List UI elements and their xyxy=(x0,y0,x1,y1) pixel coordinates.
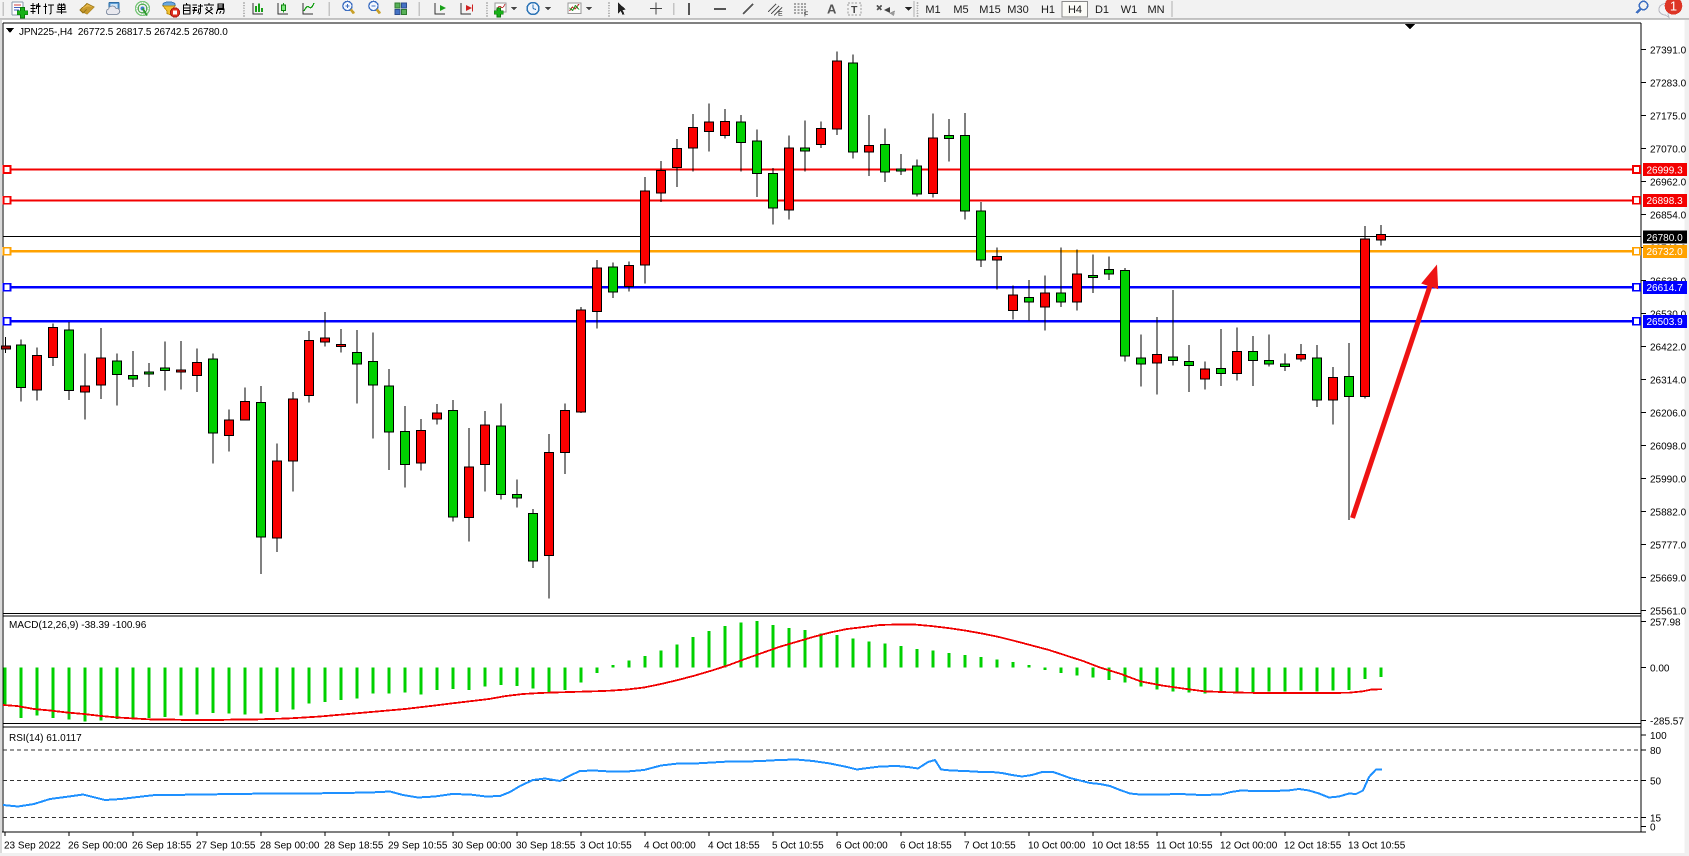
svg-text:F: F xyxy=(804,12,808,19)
svg-text:26 Sep 18:55: 26 Sep 18:55 xyxy=(132,841,192,852)
svg-text:H1: H1 xyxy=(1041,4,1055,16)
svg-text:26999.3: 26999.3 xyxy=(1647,165,1684,176)
svg-text:25882.0: 25882.0 xyxy=(1650,507,1687,518)
svg-text:25669.0: 25669.0 xyxy=(1650,573,1687,584)
svg-text:27391.0: 27391.0 xyxy=(1650,45,1687,56)
svg-text:28 Sep 00:00: 28 Sep 00:00 xyxy=(260,841,320,852)
svg-text:26854.0: 26854.0 xyxy=(1650,210,1687,221)
svg-text:25777.0: 25777.0 xyxy=(1650,540,1687,551)
svg-text:5 Oct 10:55: 5 Oct 10:55 xyxy=(772,841,824,852)
svg-text:29 Sep 10:55: 29 Sep 10:55 xyxy=(388,841,448,852)
svg-text:10 Oct 18:55: 10 Oct 18:55 xyxy=(1092,841,1150,852)
svg-text:25561.0: 25561.0 xyxy=(1650,606,1687,617)
svg-text:H4: H4 xyxy=(1068,4,1082,16)
svg-text:10 Oct 00:00: 10 Oct 00:00 xyxy=(1028,841,1086,852)
svg-text:4 Oct 18:55: 4 Oct 18:55 xyxy=(708,841,760,852)
svg-text:27283.0: 27283.0 xyxy=(1650,78,1687,89)
svg-text:D1: D1 xyxy=(1095,4,1109,16)
svg-text:JPN225-,H4 26772.5 26817.5 26: JPN225-,H4 26772.5 26817.5 26742.5 26780… xyxy=(19,27,228,38)
svg-text:26206.0: 26206.0 xyxy=(1650,408,1687,419)
svg-text:27070.0: 27070.0 xyxy=(1650,144,1687,155)
svg-text:257.98: 257.98 xyxy=(1650,618,1681,629)
svg-text:30 Sep 00:00: 30 Sep 00:00 xyxy=(452,841,512,852)
svg-text:11 Oct 10:55: 11 Oct 10:55 xyxy=(1156,841,1213,852)
svg-text:E: E xyxy=(778,11,783,18)
svg-text:50: 50 xyxy=(1650,777,1662,788)
svg-text:28 Sep 18:55: 28 Sep 18:55 xyxy=(324,841,384,852)
svg-text:27175.0: 27175.0 xyxy=(1650,111,1687,122)
svg-text:100: 100 xyxy=(1650,731,1667,742)
svg-text:6 Oct 18:55: 6 Oct 18:55 xyxy=(900,841,952,852)
svg-text:26732.0: 26732.0 xyxy=(1647,247,1684,258)
svg-text:23 Sep 2022: 23 Sep 2022 xyxy=(4,841,61,852)
svg-text:26098.0: 26098.0 xyxy=(1650,441,1687,452)
svg-text:0: 0 xyxy=(1650,823,1656,834)
svg-text:26422.0: 26422.0 xyxy=(1650,342,1687,353)
svg-text:M5: M5 xyxy=(953,4,968,16)
svg-text:RSI(14) 61.0117: RSI(14) 61.0117 xyxy=(9,733,82,744)
svg-text:26898.3: 26898.3 xyxy=(1647,196,1684,207)
svg-text:M30: M30 xyxy=(1007,4,1028,16)
svg-text:30 Sep 18:55: 30 Sep 18:55 xyxy=(516,841,576,852)
svg-text:26962.0: 26962.0 xyxy=(1650,177,1687,188)
svg-text:13 Oct 10:55: 13 Oct 10:55 xyxy=(1348,841,1406,852)
svg-text:26 Sep 00:00: 26 Sep 00:00 xyxy=(68,841,128,852)
svg-text:MACD(12,26,9) -38.39 -100.96: MACD(12,26,9) -38.39 -100.96 xyxy=(9,620,147,631)
svg-text:6 Oct 00:00: 6 Oct 00:00 xyxy=(836,841,888,852)
svg-text:7 Oct 10:55: 7 Oct 10:55 xyxy=(964,841,1016,852)
svg-text:80: 80 xyxy=(1650,746,1662,757)
svg-text:A: A xyxy=(827,2,837,17)
svg-text:4 Oct 00:00: 4 Oct 00:00 xyxy=(644,841,696,852)
svg-text:26780.0: 26780.0 xyxy=(1647,233,1684,244)
svg-text:T: T xyxy=(851,4,858,16)
svg-text:M1: M1 xyxy=(925,4,940,16)
svg-text:M15: M15 xyxy=(979,4,1000,16)
svg-text:1: 1 xyxy=(1670,0,1677,14)
svg-text:3 Oct 10:55: 3 Oct 10:55 xyxy=(580,841,632,852)
svg-text:26614.7: 26614.7 xyxy=(1647,283,1684,294)
svg-text:12 Oct 18:55: 12 Oct 18:55 xyxy=(1284,841,1342,852)
svg-text:26503.9: 26503.9 xyxy=(1647,317,1684,328)
svg-text:15: 15 xyxy=(1650,814,1662,825)
svg-text:26314.0: 26314.0 xyxy=(1650,375,1687,386)
svg-text:W1: W1 xyxy=(1121,4,1138,16)
svg-text:-285.57: -285.57 xyxy=(1650,717,1684,728)
svg-text:27 Sep 10:55: 27 Sep 10:55 xyxy=(196,841,256,852)
svg-text:0.00: 0.00 xyxy=(1650,664,1670,675)
svg-text:MN: MN xyxy=(1147,4,1164,16)
svg-text:25990.0: 25990.0 xyxy=(1650,474,1687,485)
svg-text:12 Oct 00:00: 12 Oct 00:00 xyxy=(1220,841,1278,852)
